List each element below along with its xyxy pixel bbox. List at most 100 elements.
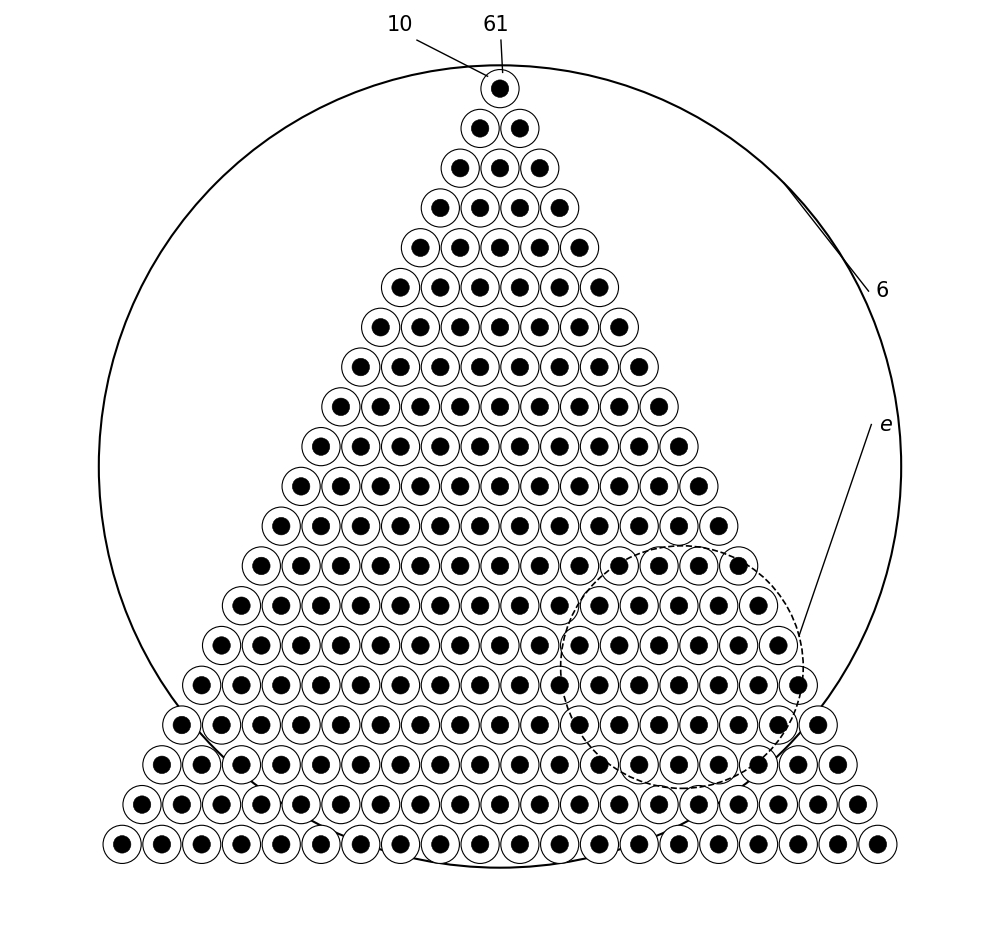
Circle shape xyxy=(521,388,559,426)
Circle shape xyxy=(362,467,400,506)
Circle shape xyxy=(690,636,708,654)
Circle shape xyxy=(193,756,210,773)
Circle shape xyxy=(441,308,479,346)
Circle shape xyxy=(720,786,758,824)
Circle shape xyxy=(511,200,529,216)
Circle shape xyxy=(412,717,429,733)
Circle shape xyxy=(401,229,440,267)
Circle shape xyxy=(531,636,549,654)
Circle shape xyxy=(720,547,758,585)
Circle shape xyxy=(322,706,360,745)
Circle shape xyxy=(571,557,588,575)
Circle shape xyxy=(332,557,350,575)
Circle shape xyxy=(630,438,648,455)
Circle shape xyxy=(163,706,201,745)
Circle shape xyxy=(541,507,579,545)
Circle shape xyxy=(560,547,599,585)
Circle shape xyxy=(202,706,241,745)
Circle shape xyxy=(432,676,449,694)
Circle shape xyxy=(312,676,330,694)
Circle shape xyxy=(401,786,440,824)
Circle shape xyxy=(123,786,161,824)
Circle shape xyxy=(571,239,588,257)
Circle shape xyxy=(501,427,539,466)
Circle shape xyxy=(193,836,210,853)
Circle shape xyxy=(451,478,469,495)
Circle shape xyxy=(441,706,479,745)
Circle shape xyxy=(630,756,648,773)
Circle shape xyxy=(352,597,370,615)
Circle shape xyxy=(461,507,499,545)
Circle shape xyxy=(412,478,429,495)
Circle shape xyxy=(560,706,599,745)
Circle shape xyxy=(183,745,221,784)
Circle shape xyxy=(580,745,619,784)
Circle shape xyxy=(779,666,817,704)
Circle shape xyxy=(501,507,539,545)
Circle shape xyxy=(710,597,728,615)
Circle shape xyxy=(481,626,519,664)
Circle shape xyxy=(282,626,320,664)
Circle shape xyxy=(541,666,579,704)
Circle shape xyxy=(451,160,469,177)
Circle shape xyxy=(759,786,798,824)
Circle shape xyxy=(272,676,290,694)
Circle shape xyxy=(511,836,529,853)
Circle shape xyxy=(461,826,499,863)
Circle shape xyxy=(640,786,678,824)
Circle shape xyxy=(392,358,409,376)
Text: e: e xyxy=(879,414,892,435)
Circle shape xyxy=(620,666,658,704)
Circle shape xyxy=(421,507,459,545)
Circle shape xyxy=(432,518,449,535)
Circle shape xyxy=(611,398,628,415)
Circle shape xyxy=(501,269,539,307)
Circle shape xyxy=(481,149,519,188)
Circle shape xyxy=(461,666,499,704)
Circle shape xyxy=(551,756,568,773)
Circle shape xyxy=(611,796,628,814)
Circle shape xyxy=(352,756,370,773)
Circle shape xyxy=(600,308,638,346)
Circle shape xyxy=(571,636,588,654)
Circle shape xyxy=(551,358,568,376)
Circle shape xyxy=(611,557,628,575)
Circle shape xyxy=(491,478,509,495)
Circle shape xyxy=(412,557,429,575)
Circle shape xyxy=(531,478,549,495)
Circle shape xyxy=(600,547,638,585)
Circle shape xyxy=(342,348,380,386)
Circle shape xyxy=(322,547,360,585)
Circle shape xyxy=(511,279,529,297)
Circle shape xyxy=(620,826,658,863)
Circle shape xyxy=(401,626,440,664)
Circle shape xyxy=(531,717,549,733)
Circle shape xyxy=(501,666,539,704)
Circle shape xyxy=(352,676,370,694)
Circle shape xyxy=(491,636,509,654)
Circle shape xyxy=(332,398,350,415)
Circle shape xyxy=(222,826,261,863)
Circle shape xyxy=(680,786,718,824)
Circle shape xyxy=(501,745,539,784)
Circle shape xyxy=(432,358,449,376)
Circle shape xyxy=(471,119,489,137)
Circle shape xyxy=(332,717,350,733)
Circle shape xyxy=(332,478,350,495)
Circle shape xyxy=(392,597,409,615)
Circle shape xyxy=(660,587,698,625)
Circle shape xyxy=(541,188,579,227)
Circle shape xyxy=(849,796,867,814)
Circle shape xyxy=(501,109,539,147)
Circle shape xyxy=(560,308,599,346)
Circle shape xyxy=(481,786,519,824)
Circle shape xyxy=(739,587,778,625)
Circle shape xyxy=(401,308,440,346)
Circle shape xyxy=(571,318,588,336)
Circle shape xyxy=(511,597,529,615)
Circle shape xyxy=(531,557,549,575)
Circle shape xyxy=(501,826,539,863)
Circle shape xyxy=(332,636,350,654)
Circle shape xyxy=(620,507,658,545)
Circle shape xyxy=(511,358,529,376)
